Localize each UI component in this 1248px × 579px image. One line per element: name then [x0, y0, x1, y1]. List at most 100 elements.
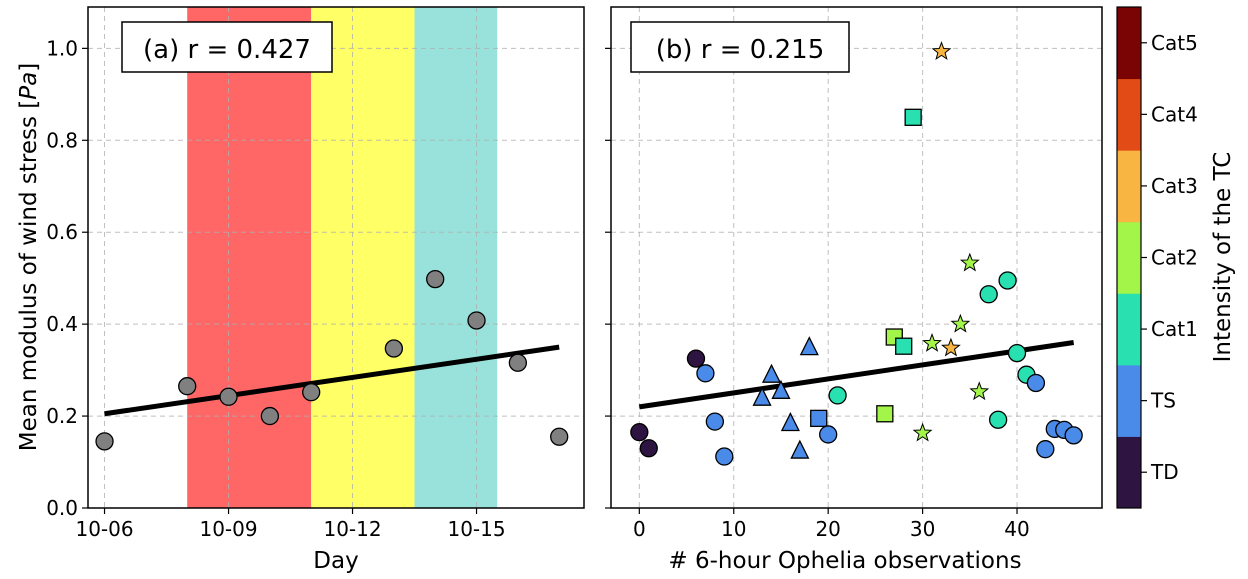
panel-a-frame	[87, 6, 585, 509]
data-point-circle	[998, 271, 1017, 290]
data-point-circle	[1036, 440, 1055, 459]
panel-b-points	[630, 41, 1083, 466]
panel-b-yticks	[605, 47, 611, 509]
data-point-triangle	[752, 386, 772, 406]
x-tick-label: 10-12	[323, 517, 381, 541]
data-point-circle	[1064, 426, 1083, 445]
data-point	[302, 383, 321, 402]
panel-b-label: (b) r = 0.215	[656, 35, 825, 65]
x-tick-label: 10-15	[447, 517, 505, 541]
data-point-circle	[819, 425, 838, 444]
colorbar-tick-label: TS	[1150, 389, 1176, 413]
data-point	[219, 387, 238, 406]
colorbar-label: Intensity of the TC	[1210, 152, 1236, 363]
data-point	[384, 339, 404, 358]
data-point-triangle	[799, 336, 819, 356]
data-point-star	[950, 313, 971, 333]
data-point-circle	[1026, 373, 1046, 393]
panel-a-ylabel: Mean modulus of wind stress [Pa]	[16, 63, 42, 451]
colorbar-segment	[1117, 7, 1141, 80]
panel-a-fit-line	[104, 344, 560, 417]
colorbar-ticks: TD TS Cat1 Cat2 Cat3 Cat4 Cat5	[1141, 31, 1198, 484]
y-tick-label: 0.2	[46, 404, 78, 428]
data-point-circle	[1007, 343, 1027, 363]
x-tick-label: 10-09	[199, 517, 257, 541]
y-tick-label: 1.0	[46, 36, 78, 60]
data-point-star	[912, 422, 933, 442]
colorbar-segment	[1117, 221, 1141, 294]
panel-a-label-frame	[121, 21, 333, 73]
x-tick-label: 30	[910, 517, 935, 541]
colorbar-segment	[1117, 364, 1141, 437]
regression-line	[104, 344, 560, 417]
data-point	[178, 377, 197, 396]
colorbar-tick-label: Cat5	[1151, 31, 1198, 55]
y-tick-label: 0.6	[46, 220, 78, 244]
data-point-circle	[630, 423, 649, 442]
x-tick-label: 0	[633, 517, 646, 541]
data-point-triangle	[780, 412, 800, 432]
panel-b-fit-line	[638, 340, 1075, 410]
data-point	[426, 269, 445, 289]
y-tick-label: 0.8	[46, 128, 78, 152]
panel-b-frame	[610, 6, 1103, 509]
panel-a-ylabel-close: ]	[16, 63, 42, 72]
panel-a: 10-06 10-09 10-12 10-15 0.00.20.40.60.81.0 …	[16, 6, 585, 574]
x-tick-label: 10	[721, 517, 746, 541]
y-tick-label: 0.4	[46, 312, 78, 336]
data-point-star	[922, 333, 942, 352]
data-point-circle	[639, 439, 658, 458]
data-point-square	[876, 405, 894, 423]
data-point-circle	[715, 447, 734, 466]
data-point-circle	[828, 386, 847, 405]
panel-b: 0 10 20 30 40 (b) r = 0.215 # 6-hour Ophelia…	[605, 6, 1103, 574]
data-point-square	[904, 108, 922, 126]
data-point-circle	[705, 412, 725, 431]
data-point-star	[941, 337, 961, 357]
colorbar-tick-label: TD	[1150, 460, 1179, 484]
regression-line	[638, 340, 1075, 410]
panel-a-yticks: 0.0 0.2 0.4 0.6 0.8 1.0	[46, 36, 88, 520]
data-point-square	[810, 409, 828, 428]
panel-a-ylabel-text: Mean modulus of wind stress [	[16, 100, 42, 451]
data-point	[550, 427, 569, 446]
panel-a-ylabel-unit: Pa	[16, 72, 42, 100]
x-tick-label: 40	[1004, 517, 1029, 541]
colorbar-tick-label: Cat2	[1151, 246, 1198, 270]
panel-b-xticks: 0 10 20 30 40	[633, 508, 1030, 541]
data-point-triangle	[771, 379, 791, 399]
panel-a-bands	[187, 7, 498, 508]
colorbar-segment	[1117, 436, 1141, 509]
colorbar-tick-label: Cat3	[1151, 174, 1198, 198]
data-point	[95, 432, 114, 451]
x-tick-label: 20	[815, 517, 840, 541]
colorbar-segments	[1117, 7, 1141, 509]
colorbar-segment	[1117, 78, 1141, 151]
phase-band	[311, 7, 415, 508]
phase-band	[187, 7, 312, 508]
data-point-square	[895, 337, 913, 355]
panel-a-points	[95, 269, 569, 451]
colorbar-tick-label: Cat4	[1151, 102, 1198, 126]
x-tick-label: 10-06	[75, 517, 133, 541]
colorbar-segment	[1117, 293, 1141, 366]
panel-a-label: (a) r = 0.427	[143, 35, 311, 65]
data-point-circle	[696, 364, 715, 383]
y-tick-label: 0.0	[46, 496, 78, 520]
data-point-triangle	[790, 439, 810, 459]
colorbar-segment	[1117, 150, 1141, 223]
data-point	[467, 311, 486, 330]
panel-b-xlabel: # 6-hour Ophelia observations	[668, 548, 1021, 574]
colorbar: TD TS Cat1 Cat2 Cat3 Cat4 Cat5 Intensity of th…	[1116, 6, 1236, 509]
panel-b-label-box: (b) r = 0.215	[630, 21, 850, 73]
panel-a-xticks: 10-06 10-09 10-12 10-15	[75, 508, 506, 541]
data-point-star	[969, 381, 990, 401]
colorbar-tick-label: Cat1	[1151, 317, 1198, 341]
data-point-triangle	[761, 363, 782, 383]
panel-a-xlabel: Day	[313, 548, 358, 574]
panel-b-label-frame	[630, 21, 850, 73]
data-point-star	[931, 41, 952, 61]
data-point-circle	[988, 410, 1008, 429]
data-point	[508, 353, 528, 372]
